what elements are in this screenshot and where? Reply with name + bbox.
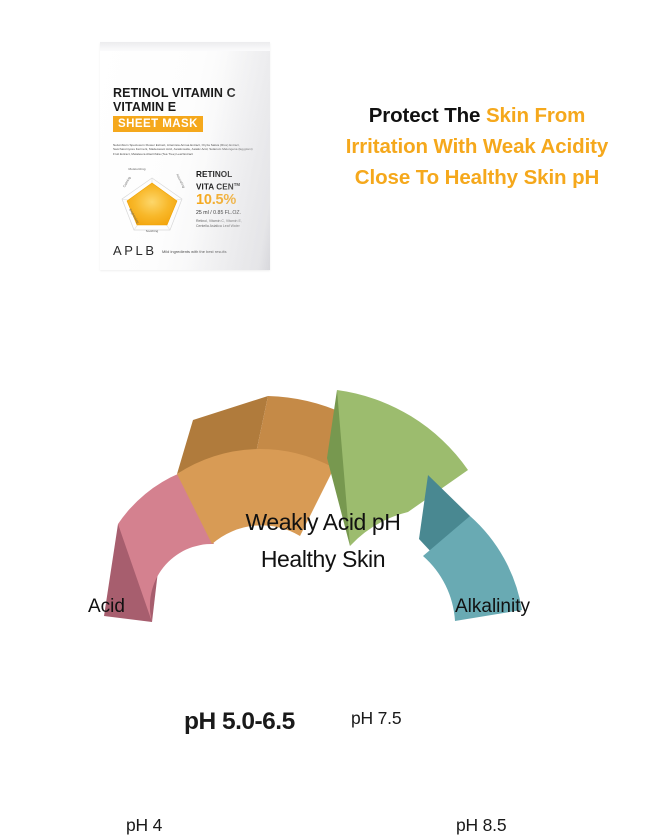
headline-orange-part: Skin From <box>485 104 586 127</box>
headline-line-2: Irritation With Weak Acidity <box>345 135 609 158</box>
headline-text: Protect The Skin From Irritation With We… <box>318 100 636 193</box>
ph-segment-neutral <box>327 390 468 546</box>
radar-label-moisturizing: Moisturizing <box>128 167 146 171</box>
ph-label-weak-acid: pH 5.0-6.5 <box>184 708 295 735</box>
segment-edge-orange-top <box>256 396 345 468</box>
ph-label-acid: pH 4 <box>126 815 163 835</box>
product-title-line1: RETINOL VITAMIN C <box>113 86 236 100</box>
ph-label-alkaline: pH 8.5 <box>456 815 507 835</box>
brand-tagline: Mild ingredients with the best results <box>162 249 227 254</box>
product-title-line2: VITAMIN E <box>113 99 177 114</box>
ph-center-line2: Healthy Skin <box>260 546 386 572</box>
sachet-top-seal <box>100 42 270 51</box>
sheet-mask-badge: SHEET MASK <box>113 116 203 132</box>
trademark-symbol: TM <box>233 181 241 187</box>
product-sachet-image: RETINOL VITAMIN C VITAMIN E SHEET MASK N… <box>100 42 270 270</box>
headline-line-1: Protect The Skin From <box>318 100 636 131</box>
segment-face-pink <box>118 473 214 622</box>
product-title: RETINOL VITAMIN C VITAMIN E <box>113 86 257 114</box>
ph-segment-alkaline <box>419 475 522 621</box>
claim-brand-line2-text: VITA CEN <box>196 182 234 192</box>
claim-brand-line1: RETINOL <box>196 170 233 179</box>
ph-label-neutral: pH 7.5 <box>351 708 402 728</box>
ph-center-line1: Weakly Acid pH <box>245 509 401 535</box>
axis-caption-alkalinity: Alkalinity <box>455 596 530 617</box>
segment-face-green <box>337 390 468 546</box>
ingredient-list-text: Nelumbium Speciosum Flower Extract, Arte… <box>113 143 253 156</box>
net-volume: 25 ml / 0.85 FL.OZ. <box>196 210 242 217</box>
benefits-radar-chart: Moisturizing Nourishing Soothing Calming… <box>113 167 191 238</box>
headline-line-3: Close To Healthy Skin pH <box>354 166 600 189</box>
ph-scale-chart: pH 4 pH 5.0-6.5 pH 7.5 pH 8.5 <box>0 288 650 835</box>
radar-label-soothing: Soothing <box>145 229 159 233</box>
active-percentage: 10.5% <box>196 191 237 208</box>
infographic-canvas: RETINOL VITAMIN C VITAMIN E SHEET MASK N… <box>0 42 650 835</box>
product-key-claim: RETINOL VITA CENTM 10.5% 25 ml / 0.85 FL… <box>196 170 262 228</box>
ph-center-caption: Weakly Acid pH Healthy Skin <box>198 504 448 578</box>
ph-gauge-svg <box>104 390 522 622</box>
segment-face-orange <box>177 449 334 544</box>
segment-face-teal <box>423 516 522 621</box>
ph-segment-acid <box>104 473 214 622</box>
key-inci-line2: Centella Asiatica Leaf Water <box>196 223 240 228</box>
ph-segment-weak-acid <box>177 396 345 544</box>
axis-caption-acid: Acid <box>88 596 125 617</box>
headline-black-part: Protect The <box>368 104 486 127</box>
claim-brand-line2: VITA CENTM <box>196 180 262 192</box>
brand-logo: APLB <box>113 243 157 258</box>
segment-edge-orange-left <box>177 396 268 474</box>
